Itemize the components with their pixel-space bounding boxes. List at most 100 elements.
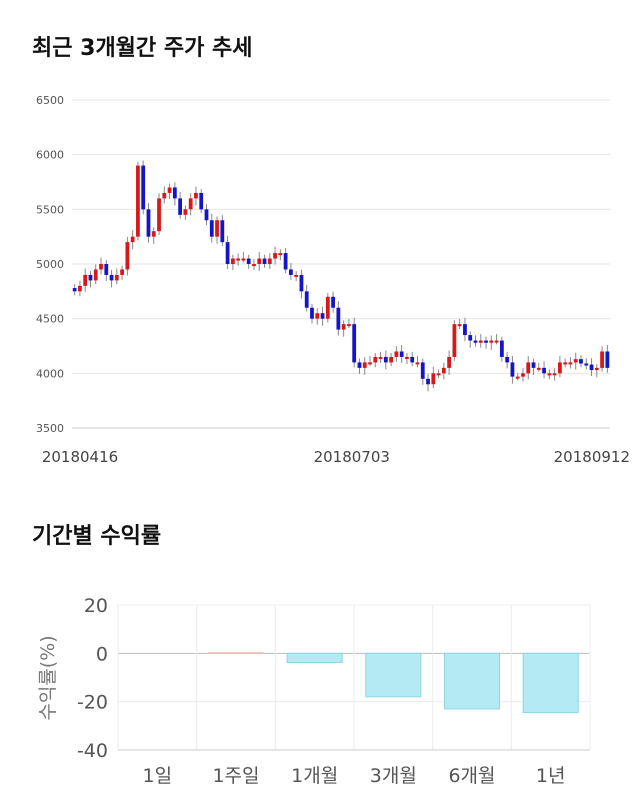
candle-body [352,324,357,363]
candle-body [267,258,272,264]
candle-body [605,351,610,368]
x-tick-label: 20180912 [554,448,630,466]
candle-body [357,362,362,368]
price-trend-title: 최근 3개월간 주가 추세 [32,36,253,61]
candle-body [283,253,288,270]
bar [365,652,422,698]
candle-body [399,351,404,357]
candle-body [320,313,325,319]
candle-body [436,373,441,376]
candle-body [410,356,415,363]
candle-body [473,340,478,343]
candle-body [230,258,235,264]
candle-body [557,362,562,374]
candle-body [510,362,515,377]
y-tick-label: -20 [77,692,108,714]
candle-body [389,356,394,363]
candle-body [262,258,267,264]
y-tick-label: 6500 [36,94,64,107]
candle-body [225,242,230,264]
candle-body [594,367,599,371]
candle-body [99,264,103,270]
candle-body [188,198,193,210]
candle-body [515,376,520,379]
candle-body [273,253,277,259]
candle-body [341,324,346,330]
bar [443,652,501,710]
candle-body [183,209,188,215]
candle-body [141,165,146,210]
candle-body [452,324,457,357]
candle-body [542,367,546,374]
candlestick-chart: 3500 4000 4500 5000 5500 6000 6500 20180416 2018… [36,94,630,466]
candle-body [304,291,309,308]
candle-body [552,373,557,376]
candle-body [531,362,536,368]
candle-body [505,356,510,363]
candle-body [199,192,204,210]
candle-body [120,269,125,275]
candle-body [579,359,583,364]
candle-body [136,165,140,237]
candle-body [394,351,399,357]
candle-body [584,363,589,366]
candle-body [257,258,262,264]
candle-body [72,288,77,292]
y-tick-label: 4500 [36,313,64,326]
candle-body [236,258,241,261]
candle-body [246,258,251,264]
candle-body [362,362,367,368]
candle-body [209,220,214,237]
candle-body [457,324,462,327]
x-tick-label: 1일 [143,765,173,787]
candle-body [447,356,452,368]
bar [208,652,264,654]
candle-body [299,274,304,292]
candle-body [194,192,198,199]
candle-body [431,373,436,385]
candle-body [547,373,552,376]
candle-body [315,313,320,319]
candle-body [114,274,119,281]
candle-body [310,307,314,319]
returns-title: 기간별 수익률 [32,524,162,549]
x-tick-label: 1주일 [212,765,259,787]
candle-body [109,274,114,281]
y-tick-label: -40 [77,740,108,762]
candle-body [589,364,594,371]
bar [286,652,343,664]
candle-body [568,362,573,365]
candle-body [499,340,504,357]
y-tick-label: 5000 [36,258,64,271]
candle-body [125,242,130,270]
candle-body [215,220,219,237]
y-tick-label: 0 [96,643,108,665]
y-tick-label: 20 [84,595,108,617]
candle-body [378,356,383,359]
x-tick-label: 20180416 [42,448,118,466]
candle-body [494,340,499,343]
y-tick-label: 6000 [36,149,64,162]
candle-body [204,209,209,221]
y-tick-label: 5500 [36,203,64,216]
candle-body [104,264,109,275]
candle-body [536,367,541,370]
candle-body [415,362,420,365]
candle-body [288,269,293,275]
candle-body [468,335,473,341]
candle-body [252,264,256,266]
candle-body [478,340,483,343]
candle-body [441,367,446,374]
candle-body [368,362,372,365]
candle-body [93,269,98,281]
candle-body [325,296,330,319]
candle-body [88,274,93,281]
candle-body [78,285,82,292]
candle-body [336,307,341,330]
bar [522,652,579,714]
x-tick-label: 6개월 [448,765,495,787]
y-tick-label: 3500 [36,422,64,435]
candle-body [563,362,568,365]
candle-body [521,373,525,377]
